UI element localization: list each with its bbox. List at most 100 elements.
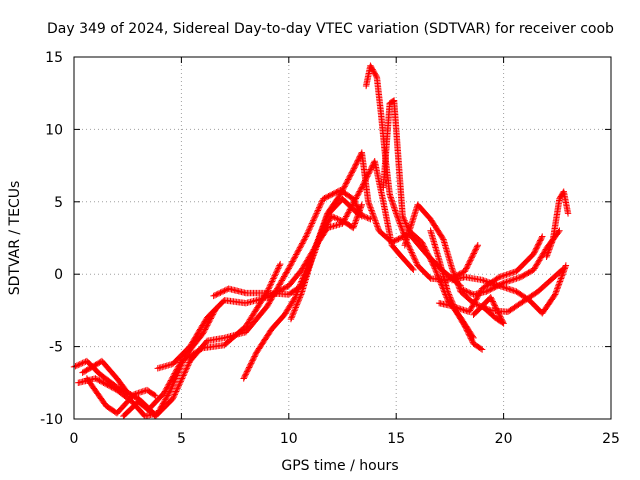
- data-point: [461, 323, 469, 330]
- data-point: [460, 286, 467, 294]
- data-point: [340, 184, 348, 191]
- data-point: [174, 369, 182, 376]
- data-point: [345, 207, 353, 215]
- data-point: [561, 265, 569, 272]
- data-point: [411, 256, 419, 263]
- data-point: [302, 233, 310, 240]
- data-point: [364, 214, 371, 222]
- data-point: [243, 368, 251, 375]
- data-point: [483, 288, 490, 295]
- data-point: [428, 258, 435, 265]
- series-sat-f: [154, 158, 417, 372]
- data-point: [268, 278, 276, 285]
- data-point: [164, 392, 171, 399]
- data-point: [314, 207, 322, 214]
- data-point: [296, 245, 303, 253]
- data-point: [352, 217, 360, 224]
- data-point: [358, 184, 366, 191]
- data-point: [548, 240, 555, 247]
- data-point: [533, 245, 540, 252]
- data-point: [354, 192, 361, 199]
- data-point: [469, 337, 476, 345]
- data-point: [562, 262, 570, 269]
- data-point: [355, 210, 362, 217]
- data-point: [297, 243, 304, 250]
- data-point: [422, 247, 430, 254]
- x-tick-label: 20: [495, 431, 513, 447]
- data-point: [388, 239, 396, 246]
- data-point: [354, 158, 361, 166]
- data-point: [468, 336, 475, 343]
- data-point: [276, 281, 283, 288]
- data-point: [281, 271, 289, 279]
- data-point: [499, 317, 506, 324]
- data-point: [318, 226, 325, 233]
- data-point: [405, 243, 413, 250]
- data-point: [552, 289, 559, 297]
- data-point: [556, 279, 563, 287]
- data-point: [403, 221, 410, 229]
- data-point: [101, 380, 109, 387]
- data-point: [424, 250, 431, 257]
- data-point: [249, 356, 257, 363]
- data-point: [165, 390, 172, 398]
- data-point: [532, 263, 539, 271]
- data-point: [409, 265, 416, 272]
- data-point: [306, 226, 313, 233]
- data-point: [373, 220, 380, 227]
- data-point: [418, 239, 426, 246]
- data-point: [471, 247, 479, 254]
- data-point: [248, 358, 256, 366]
- series-sat-d: [83, 375, 159, 417]
- data-point: [278, 286, 286, 293]
- data-point: [352, 162, 359, 170]
- data-point: [547, 243, 554, 250]
- data-point: [314, 208, 321, 216]
- data-point: [343, 179, 350, 186]
- data-point: [350, 224, 357, 232]
- data-point: [93, 375, 101, 383]
- data-point: [79, 359, 86, 367]
- data-point: [431, 265, 439, 272]
- data-point: [252, 351, 259, 359]
- data-point: [326, 192, 333, 199]
- data-point: [352, 195, 360, 202]
- data-point: [533, 244, 541, 251]
- data-point: [179, 357, 187, 365]
- data-point: [531, 249, 538, 256]
- data-point: [412, 257, 419, 265]
- data-point: [368, 207, 375, 214]
- data-point: [343, 213, 350, 220]
- data-point: [169, 381, 177, 388]
- data-point: [107, 383, 114, 390]
- data-point: [319, 224, 326, 232]
- data-point: [433, 269, 440, 276]
- data-point: [180, 370, 188, 378]
- data-point: [447, 294, 454, 301]
- data-point: [372, 218, 379, 226]
- data-point: [125, 390, 133, 397]
- data-point: [536, 238, 543, 246]
- data-point: [402, 218, 409, 226]
- data-point: [323, 193, 331, 201]
- data-point: [271, 272, 278, 279]
- data-point: [345, 176, 352, 183]
- data-point: [173, 386, 180, 394]
- data-point: [269, 276, 276, 284]
- data-point: [358, 202, 365, 210]
- data-point: [428, 259, 436, 267]
- data-point: [311, 244, 319, 252]
- data-point: [370, 213, 377, 220]
- data-point: [277, 279, 284, 287]
- data-point: [240, 375, 247, 382]
- data-point: [327, 191, 335, 199]
- data-point: [323, 213, 330, 220]
- data-point: [494, 307, 501, 315]
- x-tick-label: 15: [387, 431, 405, 447]
- data-point: [273, 268, 281, 275]
- data-point: [175, 382, 182, 389]
- data-point: [448, 297, 455, 304]
- data-point: [396, 218, 403, 226]
- data-point: [280, 273, 288, 280]
- data-point: [549, 237, 556, 245]
